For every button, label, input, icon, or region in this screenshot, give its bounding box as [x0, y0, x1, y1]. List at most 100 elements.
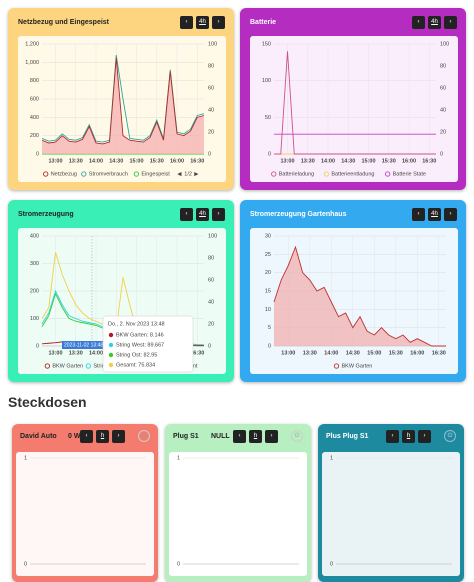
power-button[interactable]: ⏻: [138, 430, 150, 442]
y-tick-label: 1,200: [25, 41, 39, 47]
legend-marker: [81, 171, 87, 177]
y-tick-label: 400: [30, 233, 39, 239]
legend-marker: [44, 363, 50, 369]
legend-label: BKW Garten: [52, 363, 83, 369]
line: [273, 245, 446, 347]
y-tick-label: 10: [265, 307, 271, 313]
next-button[interactable]: ›: [212, 16, 225, 29]
next-button[interactable]: ›: [444, 16, 457, 29]
card-title: Stromerzeugung Gartenhaus: [250, 211, 347, 218]
legend-marker: [323, 171, 330, 177]
next-button[interactable]: ›: [212, 208, 225, 221]
y2-tick-label: 100: [208, 41, 217, 47]
tooltip-title: Do., 2. Nov 2023 13:48: [108, 321, 165, 327]
x-tick-label: 14:30: [346, 350, 360, 356]
y-tick-label: 300: [30, 261, 39, 267]
x-tick-label: 15:30: [389, 350, 403, 356]
x-label: 2023-11-02 13:48: [64, 342, 103, 348]
legend-next: ▶: [194, 171, 199, 177]
tooltip-item: String West: 89.667: [116, 342, 164, 348]
range-button[interactable]: 4h: [428, 208, 441, 221]
y2-tick-label: 60: [208, 85, 214, 91]
x-tick-label: 13:30: [69, 350, 83, 356]
y-tick-label: 15: [265, 288, 271, 294]
y2-tick-label: 0: [208, 151, 211, 157]
prev-button[interactable]: ‹: [80, 430, 93, 443]
range-button[interactable]: h: [96, 430, 109, 443]
legend-label: Stromverbrauch: [89, 171, 128, 177]
x-tick-label: 16:30: [432, 350, 446, 356]
y-tick-label: 0: [177, 561, 180, 567]
next-button[interactable]: ›: [418, 430, 431, 443]
chart: 01: [330, 455, 452, 567]
x-tick-label: 13:00: [48, 158, 62, 164]
x-tick-label: 14:30: [109, 158, 123, 164]
y-tick-label: 1: [24, 455, 27, 461]
legend-marker: [85, 363, 92, 369]
power-button[interactable]: ⏻: [444, 430, 456, 442]
power-button[interactable]: ⏻: [291, 430, 303, 442]
y-tick-label: 1: [177, 455, 180, 461]
range-button[interactable]: h: [249, 430, 262, 443]
y2-tick-label: 20: [440, 129, 446, 135]
prev-button[interactable]: ‹: [180, 208, 193, 221]
legend-label: Batterie State: [393, 171, 426, 177]
y-tick-label: 0: [36, 151, 39, 157]
legend-page: 1/2: [184, 171, 192, 177]
y2-tick-label: 80: [208, 255, 214, 261]
prev-button[interactable]: ‹: [412, 16, 425, 29]
chart-panel: 0 200 400 600 800 1,000 1,200 0 20 40 60 80 100 13:00…: [18, 36, 226, 182]
legend-prev: ◀: [177, 171, 182, 177]
next-button[interactable]: ›: [444, 208, 457, 221]
range-button[interactable]: 4h: [428, 16, 441, 29]
y-tick-label: 1,000: [25, 60, 39, 66]
legend-marker: [271, 171, 277, 177]
y-tick-label: 0: [24, 561, 27, 567]
x-tick-label: 15:00: [367, 350, 381, 356]
y-tick-label: 200: [30, 288, 39, 294]
x-label-box: [62, 341, 104, 349]
y-tick-label: 50: [265, 115, 271, 121]
card: Netzbezug und Eingespeist ‹ 4h › 0 200 400…: [8, 8, 234, 190]
y-tick-label: 200: [30, 133, 39, 139]
chart: 0 5 10 15 20 25 30 13:00 13:30 14:00 14:30 15:00 15:…: [265, 233, 446, 369]
y2-tick-label: 40: [440, 107, 446, 113]
legend-marker: [333, 363, 340, 369]
y-tick-label: 100: [30, 316, 39, 322]
range-button[interactable]: h: [402, 430, 415, 443]
x-tick-label: 16:00: [170, 158, 184, 164]
prev-button[interactable]: ‹: [233, 430, 246, 443]
x-tick-label: 15:30: [150, 158, 164, 164]
plug-title: Plug S1: [173, 433, 199, 440]
next-button[interactable]: ›: [112, 430, 125, 443]
y2-tick-label: 100: [208, 233, 217, 239]
line: [274, 51, 436, 155]
y2-tick-label: 60: [440, 85, 446, 91]
prev-button[interactable]: ‹: [412, 208, 425, 221]
y2-tick-label: 0: [440, 151, 443, 157]
next-button[interactable]: ›: [265, 430, 278, 443]
legend-label: Batterieentladung: [331, 171, 374, 177]
prev-button[interactable]: ‹: [386, 430, 399, 443]
tooltip-marker: [108, 352, 114, 358]
range-button[interactable]: 4h: [196, 16, 209, 29]
range-button[interactable]: 4h: [196, 208, 209, 221]
tooltip-box: [102, 315, 194, 373]
tooltip-marker: [108, 362, 114, 368]
plug-title: Plus Plug S1: [326, 433, 369, 440]
legend-label: Batterieladung: [279, 171, 314, 177]
x-tick-label: 13:30: [69, 158, 83, 164]
x-tick-label: 14:00: [321, 158, 335, 164]
x-tick-label: 15:00: [361, 158, 375, 164]
y-tick-label: 30: [265, 233, 271, 239]
y2-tick-label: 0: [208, 343, 211, 349]
y-tick-label: 400: [30, 115, 39, 121]
tooltip-marker: [108, 332, 114, 338]
y-tick-label: 800: [30, 78, 39, 84]
x-tick-label: 13:30: [301, 158, 315, 164]
y-tick-label: 5: [268, 325, 271, 331]
x-tick-label: 16:00: [402, 158, 416, 164]
legend-marker: [133, 171, 140, 177]
prev-button[interactable]: ‹: [180, 16, 193, 29]
